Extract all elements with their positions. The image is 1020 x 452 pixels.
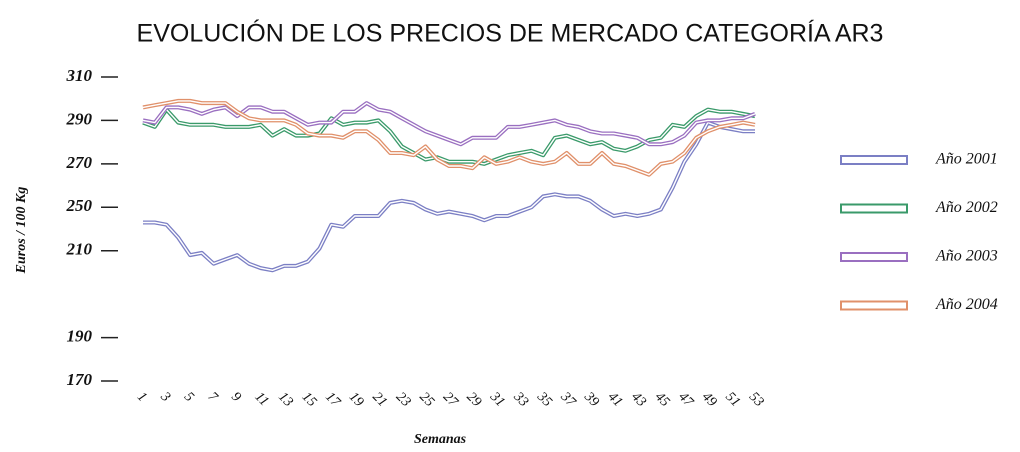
- x-tick-label: 35: [533, 389, 554, 410]
- x-tick-label: 29: [463, 389, 484, 410]
- x-tick-label: 21: [369, 389, 390, 410]
- x-tick-label: 37: [557, 389, 579, 411]
- x-tick-label: 33: [510, 389, 531, 410]
- x-tick-label: 47: [675, 389, 696, 410]
- x-tick-label: 27: [440, 389, 461, 410]
- x-tick-label: 7: [205, 389, 221, 405]
- x-tick-label: 11: [252, 389, 272, 409]
- x-tick-label: 25: [416, 389, 437, 410]
- series-line-inner: [142, 102, 756, 145]
- y-tick-label: 170: [67, 370, 93, 389]
- x-tick-label: 17: [322, 389, 343, 410]
- legend-swatch: [840, 300, 908, 311]
- y-tick-label: 290: [66, 109, 93, 128]
- x-tick-label: 23: [393, 389, 414, 410]
- x-axis-label: Semanas: [414, 432, 467, 447]
- x-tick-label: 31: [486, 389, 507, 410]
- x-tick-label: 43: [628, 389, 649, 410]
- y-tick-label: 250: [66, 196, 93, 215]
- legend-label: Año 2001: [935, 151, 998, 168]
- x-tick-label: 15: [299, 389, 320, 410]
- y-tick-label: 210: [66, 240, 93, 259]
- x-tick-label: 39: [580, 389, 601, 410]
- x-tick-label: 9: [228, 389, 244, 405]
- x-tick-label: 1: [134, 389, 150, 405]
- x-tick-label: 5: [181, 389, 197, 405]
- x-tick-label: 51: [722, 389, 743, 410]
- x-tick-label: 3: [157, 389, 173, 405]
- series-line-inner: [142, 100, 756, 176]
- legend-swatch: [840, 252, 908, 262]
- x-tick-label: 19: [346, 389, 367, 410]
- legend-label: Año 2004: [935, 296, 998, 313]
- y-axis-label: Euros / 100 Kg: [14, 187, 29, 275]
- series-line: [142, 107, 756, 166]
- x-tick-label: 41: [605, 389, 626, 410]
- legend-swatch: [840, 155, 908, 165]
- chart-title: EVOLUCIÓN DE LOS PRECIOS DE MERCADO CATE…: [137, 19, 884, 48]
- x-tick-label: 45: [652, 389, 673, 410]
- y-tick-label: 190: [67, 326, 93, 345]
- legend-label: Año 2002: [935, 199, 998, 216]
- x-tick-label: 13: [275, 389, 296, 410]
- x-tick-label: 49: [699, 389, 720, 410]
- y-tick-label: 270: [66, 153, 93, 172]
- y-tick-label: 310: [66, 66, 93, 85]
- x-tick-label: 53: [746, 389, 767, 410]
- legend-label: Año 2003: [935, 248, 998, 265]
- series-line-inner: [142, 108, 756, 165]
- series-line-inner: [143, 121, 755, 271]
- legend-swatch: [840, 203, 908, 214]
